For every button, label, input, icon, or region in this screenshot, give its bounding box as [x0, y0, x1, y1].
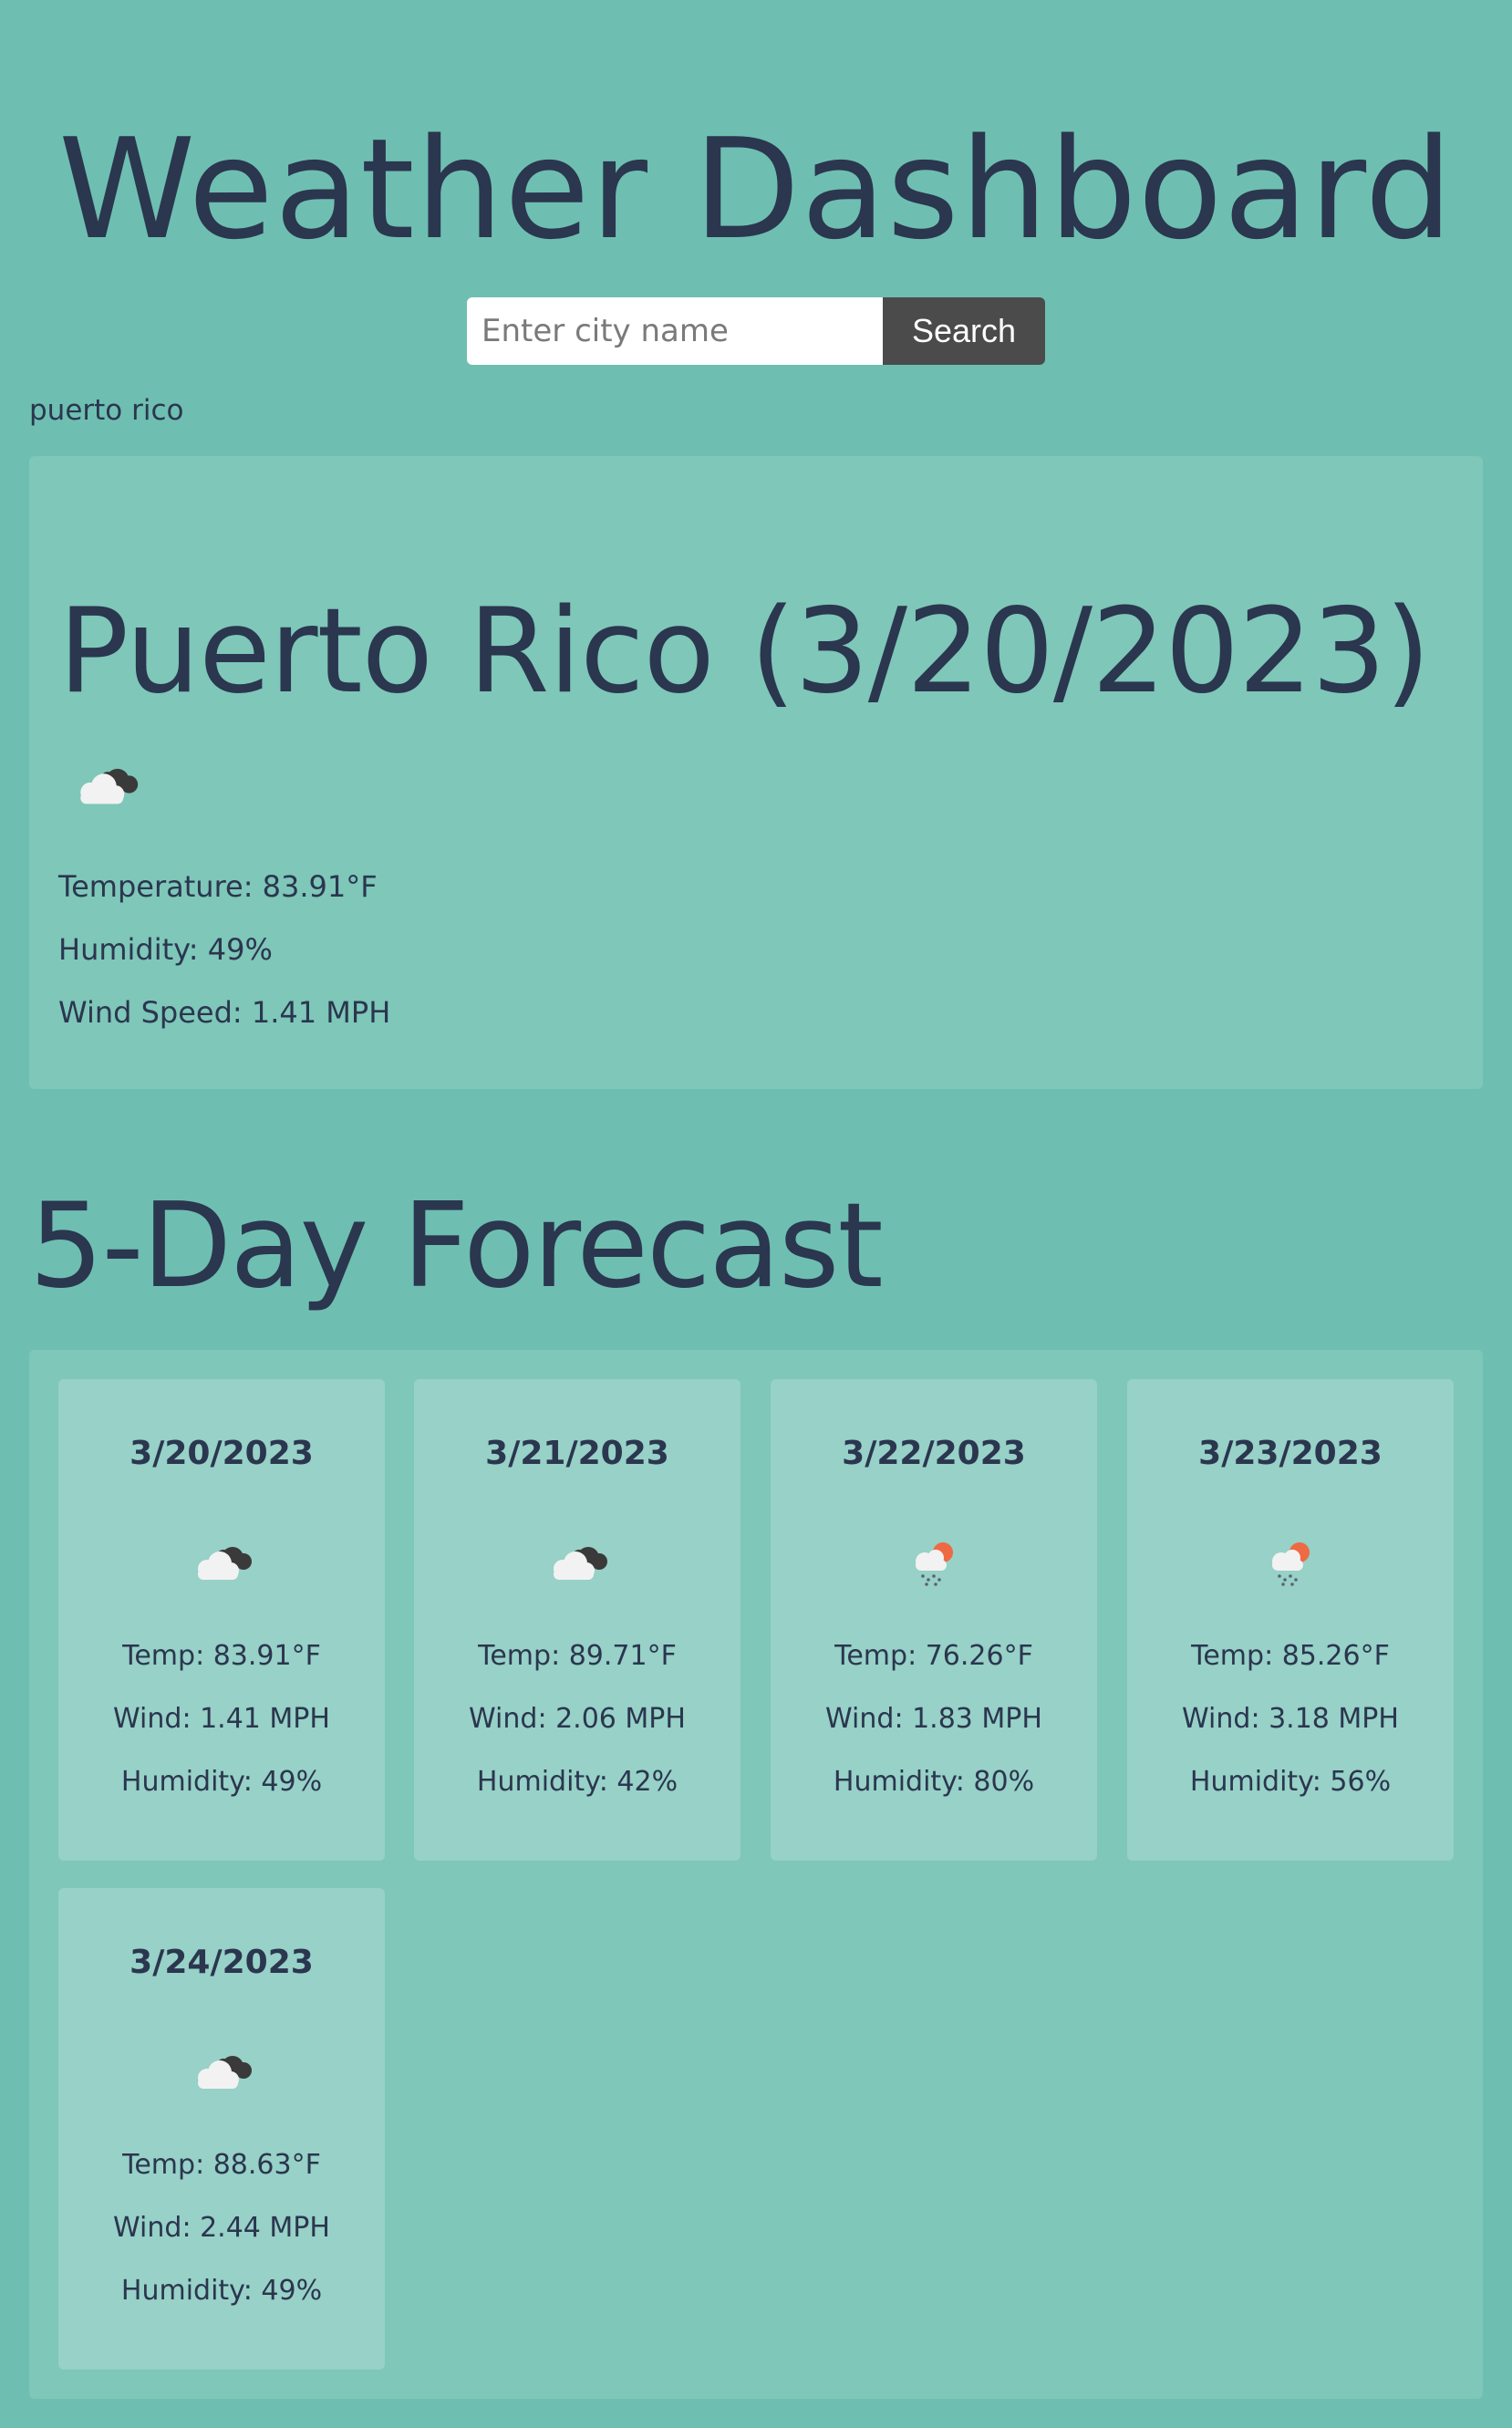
clouds-icon	[554, 1547, 607, 1580]
forecast-humidity: Humidity: 80%	[833, 1766, 1035, 1798]
search-history-list: puerto rico	[29, 392, 184, 429]
forecast-card: 3/21/2023 Temp: 89.71°F Wind: 2.06 MPH H…	[414, 1379, 740, 1861]
forecast-wind: Wind: 3.18 MPH	[1182, 1703, 1399, 1735]
forecast-temp: Temp: 85.26°F	[1191, 1640, 1390, 1672]
forecast-card: 3/24/2023 Temp: 88.63°F Wind: 2.44 MPH H…	[58, 1888, 385, 2370]
forecast-humidity: Humidity: 42%	[476, 1766, 678, 1798]
forecast-date: 3/21/2023	[485, 1435, 669, 1472]
forecast-wind: Wind: 2.06 MPH	[469, 1703, 686, 1735]
current-city-title: Puerto Rico (3/20/2023)	[58, 584, 1431, 720]
current-weather-card: Puerto Rico (3/20/2023) Temperature: 83.…	[29, 456, 1483, 1089]
forecast-temp: Temp: 83.91°F	[122, 1640, 321, 1672]
forecast-date: 3/23/2023	[1198, 1435, 1383, 1472]
clouds-icon	[80, 768, 139, 804]
forecast-humidity: Humidity: 49%	[120, 2275, 323, 2307]
forecast-card: 3/23/2023 Temp: 85.26°F Wind: 3.18 MPH H…	[1127, 1379, 1454, 1861]
forecast-date: 3/22/2023	[842, 1435, 1026, 1472]
forecast-wind: Wind: 1.41 MPH	[113, 1703, 330, 1735]
current-wind-speed: Wind Speed: 1.41 MPH	[58, 995, 391, 1030]
rain-sun-icon	[916, 1542, 953, 1586]
forecast-humidity: Humidity: 49%	[120, 1766, 323, 1798]
page-title: Weather Dashboard	[58, 109, 1454, 270]
rain-sun-icon	[1272, 1542, 1310, 1586]
forecast-heading: 5-Day Forecast	[29, 1178, 884, 1314]
forecast-wind: Wind: 1.83 MPH	[825, 1703, 1042, 1735]
forecast-date: 3/24/2023	[129, 1944, 314, 1981]
clouds-icon	[198, 2056, 252, 2089]
search-button[interactable]: Search	[883, 297, 1045, 365]
city-search-input[interactable]	[467, 297, 883, 365]
forecast-temp: Temp: 76.26°F	[834, 1640, 1033, 1672]
current-humidity: Humidity: 49%	[58, 932, 273, 967]
forecast-temp: Temp: 88.63°F	[122, 2149, 321, 2181]
forecast-container: 3/20/2023 Temp: 83.91°F Wind: 1.41 MPH H…	[29, 1350, 1483, 2399]
forecast-card: 3/22/2023 Temp: 76.26°F Wind: 1.83 MPH H…	[771, 1379, 1097, 1861]
forecast-wind: Wind: 2.44 MPH	[113, 2212, 330, 2244]
forecast-temp: Temp: 89.71°F	[478, 1640, 677, 1672]
search-form: Search	[467, 297, 1045, 365]
current-temperature: Temperature: 83.91°F	[58, 869, 378, 904]
forecast-humidity: Humidity: 56%	[1189, 1766, 1392, 1798]
history-item-puerto-rico[interactable]: puerto rico	[29, 394, 184, 427]
forecast-date: 3/20/2023	[129, 1435, 314, 1472]
forecast-card: 3/20/2023 Temp: 83.91°F Wind: 1.41 MPH H…	[58, 1379, 385, 1861]
clouds-icon	[198, 1547, 252, 1580]
